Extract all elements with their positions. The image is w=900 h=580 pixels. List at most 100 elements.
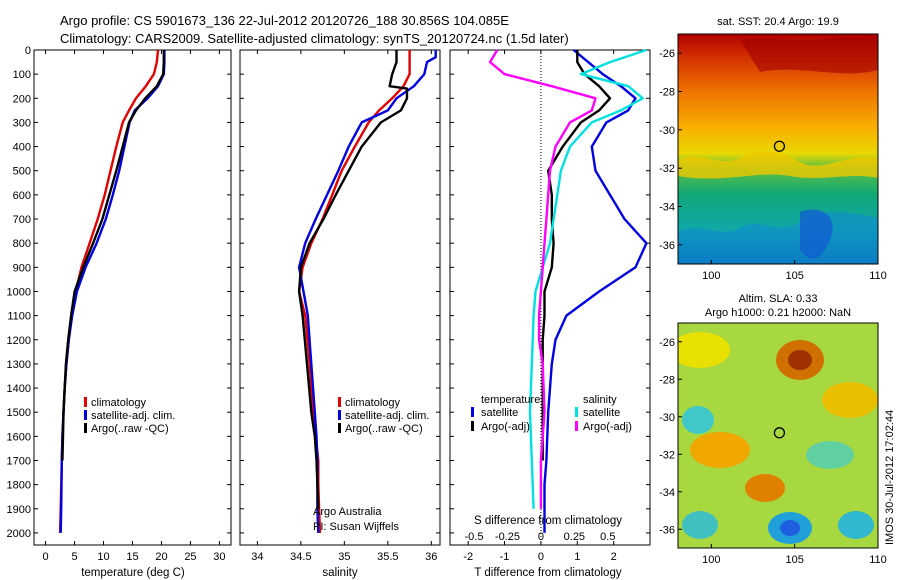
difference-xlabel: T difference from climatology [474, 567, 621, 579]
y-tick-label: 400 [13, 142, 31, 154]
y-tick-label: 800 [13, 238, 31, 250]
y-tick-label: 500 [13, 166, 31, 178]
top-x-tick-label: 0.25 [564, 531, 585, 543]
sla-low-patch-west [682, 406, 714, 434]
series-line-temperature-argo-adj- [541, 50, 612, 461]
y-tick-label: 1000 [7, 286, 31, 298]
sla-high-patch-east [822, 382, 878, 418]
y-tick-label: 1500 [7, 407, 31, 419]
x-tick-label: 5 [71, 551, 77, 563]
sla-field [678, 323, 878, 548]
y-tick-label: 1700 [7, 455, 31, 467]
x-tick-label: 34 [251, 551, 263, 563]
map-y-tick-label: -36 [659, 240, 675, 252]
sst-hot-patch [740, 36, 878, 74]
top-x-tick-label: 0.5 [600, 531, 615, 543]
y-tick-label: 1100 [7, 311, 31, 323]
y-tick-label: 100 [13, 69, 31, 81]
map-x-tick-label: 100 [702, 270, 720, 282]
legend-swatch-climatology [338, 397, 341, 407]
sla-high-patch-south [745, 474, 785, 502]
sla-profile-location-marker [773, 427, 786, 439]
sla-map-title: Altim. SLA: 0.33 [739, 293, 818, 305]
difference-legend: temperature satellite Argo(-adj) salinit… [471, 394, 632, 433]
sst-map-panel: sat. SST: 20.4 Argo: 19.9 100 105 110 -26 -2… [659, 16, 887, 282]
difference-lines [488, 48, 648, 533]
x-tick-label: 25 [184, 551, 196, 563]
top-x-tick-label: -0.5 [465, 531, 484, 543]
difference-panel: -2 -1 0 1 2 temperature satellite Argo(-adj)… [449, 48, 651, 579]
salinity-panel: 34 34.5 35 35.5 36 climatology satellite-adj… [239, 49, 441, 579]
salinity-legend: climatology satellite-adj. clim. Argo(..… [338, 397, 429, 435]
map-y-tick-label: -34 [659, 202, 675, 214]
y-tick-label: 600 [13, 190, 31, 202]
annotation-pi: PI: Susan Wijffels [313, 521, 399, 533]
difference-axes-frame [449, 49, 651, 546]
legend-label-climatology: climatology [91, 397, 147, 409]
y-tick-label: 1900 [7, 504, 31, 516]
series-line-argo-raw-qc- [61, 50, 166, 461]
series-line-salinity-satellite [528, 48, 647, 509]
series-line-argo-raw-qc- [297, 50, 409, 509]
temperature-lines [58, 49, 166, 533]
sst-profile-location-marker [773, 140, 786, 152]
temperature-panel: 0100200300400500600700800900100011001200… [7, 45, 232, 579]
temperature-axes-frame [33, 49, 232, 546]
salinity-ticks: 34 34.5 35 35.5 36 [240, 49, 440, 563]
difference-ticks: -2 -1 0 1 2 [450, 49, 650, 563]
x-tick-label: 36 [425, 551, 437, 563]
legend-label-satellite: satellite-adj. clim. [91, 410, 175, 422]
salinity-lines [297, 50, 437, 533]
y-tick-label: 200 [13, 93, 31, 105]
sst-field [678, 34, 878, 264]
sla-map-subtitle: Argo h1000: 0.21 h2000: NaN [705, 307, 851, 319]
map-y-tick-label: -34 [659, 487, 675, 499]
map-y-tick-label: -36 [659, 524, 675, 536]
annotation-argo-australia: Argo Australia [313, 506, 382, 518]
legend-swatch-argo [84, 423, 87, 433]
x-tick-label: 1 [574, 551, 580, 563]
map-y-tick-label: -32 [659, 449, 675, 461]
legend-label-climatology: climatology [345, 397, 401, 409]
x-tick-label: 0 [43, 551, 49, 563]
series-line-salinity-argo-adj- [488, 49, 597, 509]
series-line-satellite-adj-clim- [297, 50, 437, 533]
title-line-1: Argo profile: CS 5901673_136 22-Jul-2012… [60, 13, 509, 28]
sla-low-core-south [780, 520, 800, 536]
title-line-2: Climatology: CARS2009. Satellite-adjuste… [60, 31, 569, 46]
sla-map-frame [677, 322, 879, 549]
y-tick-label: 1200 [7, 335, 31, 347]
y-tick-label: 0 [25, 45, 31, 57]
series-line-temperature-satellite [543, 49, 648, 533]
legend-heading-salinity: salinity [583, 394, 617, 406]
sla-high-patch [678, 332, 730, 368]
sst-map-ticks: 100 105 110 -26 -28 -30 -32 -34 -36 [659, 48, 887, 282]
map-y-tick-label: -32 [659, 163, 675, 175]
y-tick-label: 2000 [7, 528, 31, 540]
legend-label-argo: Argo(..raw -QC) [345, 423, 423, 435]
legend-label-sal-argo: Argo(-adj) [583, 421, 632, 433]
legend-swatch-temp-satellite [471, 407, 474, 417]
y-tick-label: 1600 [7, 431, 31, 443]
legend-label-temp-argo: Argo(-adj) [481, 421, 530, 433]
map-y-tick-label: -28 [659, 87, 675, 99]
sst-cold-eddy [800, 209, 833, 259]
sst-map-frame [677, 33, 879, 265]
temperature-xlabel: temperature (deg C) [81, 567, 185, 579]
legend-label-sal-satellite: satellite [583, 407, 620, 419]
legend-label-temp-satellite: satellite [481, 407, 518, 419]
legend-swatch-satellite [84, 410, 87, 420]
temperature-ticks: 0100200300400500600700800900100011001200… [7, 45, 231, 563]
map-x-tick-label: 105 [785, 270, 803, 282]
map-y-tick-label: -30 [659, 412, 675, 424]
x-tick-label: 34.5 [290, 551, 311, 563]
map-y-tick-label: -26 [659, 337, 675, 349]
y-tick-label: 1300 [7, 359, 31, 371]
temperature-legend: climatology satellite-adj. clim. Argo(..… [84, 397, 175, 435]
x-tick-label: 35 [338, 551, 350, 563]
x-tick-label: 15 [126, 551, 138, 563]
sst-map-title: sat. SST: 20.4 Argo: 19.9 [717, 16, 839, 28]
y-tick-label: 900 [13, 262, 31, 274]
